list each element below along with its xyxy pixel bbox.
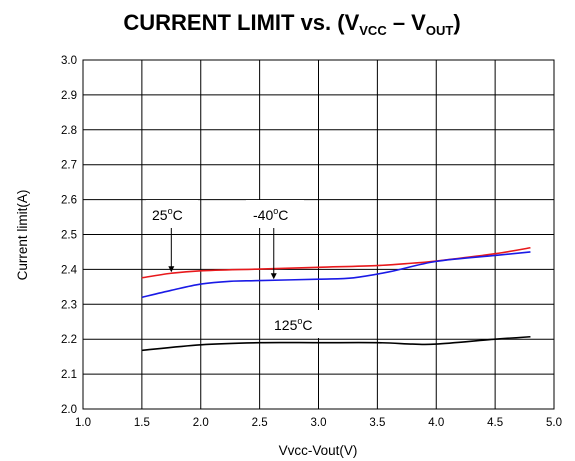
chart-title-end: ) [453,10,460,35]
x-tick-label: 4.0 [428,417,444,429]
x-tick-label: 2.5 [252,417,268,429]
x-tick-label: 3.5 [369,417,385,429]
y-tick-label: 3.0 [61,55,77,67]
tick-labels: 1.0 1.5 2.0 2.5 3.0 3.5 4.0 4.5 5.0 2.0 2.1 2.2 2.3 2… [61,55,562,429]
chart-title-main: CURRENT LIMIT vs. (V [123,10,359,35]
annotation-25c-box [146,200,198,228]
grid-lines [83,60,554,409]
y-tick-label: 2.0 [61,404,77,416]
chart-title: CURRENT LIMIT vs. (VVCC – VOUT) [123,10,460,38]
x-tick-label: 1.0 [75,417,91,429]
chart-title-subscript-vout: OUT [426,23,454,38]
x-axis-title: Vvcc-Vout(V) [279,443,358,458]
x-tick-label: 5.0 [546,417,562,429]
series-line-minus40c [141,251,531,299]
chart-title-mid: – V [387,10,426,35]
series-line-125c [141,335,531,352]
annotations: 25oC -40oC 125oC [146,200,325,338]
y-tick-label: 2.7 [61,160,77,172]
chart-title-subscript-vcc: VCC [359,23,387,38]
y-axis-title: Current limit(A) [15,190,30,281]
annotation-minus40c-box [246,200,304,228]
y-tick-label: 2.5 [61,230,77,242]
y-tick-label: 2.6 [61,195,77,207]
y-tick-label: 2.2 [61,334,77,346]
annotation-125c-label: 125oC [274,316,313,333]
y-tick-label: 2.4 [61,264,78,276]
x-tick-label: 1.5 [134,417,150,429]
x-tick-label: 4.5 [487,417,503,429]
annotation-125c-box [263,310,325,338]
y-tick-label: 2.3 [61,299,77,311]
series-layer [141,246,531,352]
annotation-25c-label: 25oC [152,206,183,223]
y-tick-label: 2.8 [61,125,77,137]
y-tick-label: 2.9 [61,90,77,102]
annotation-minus40c-label: -40oC [253,206,288,223]
annotation-25c-arrowhead [168,266,175,273]
annotation-minus40c-arrowhead [270,273,277,280]
x-tick-label: 3.0 [311,417,327,429]
x-tick-label: 2.0 [193,417,209,429]
y-tick-label: 2.1 [61,369,77,381]
